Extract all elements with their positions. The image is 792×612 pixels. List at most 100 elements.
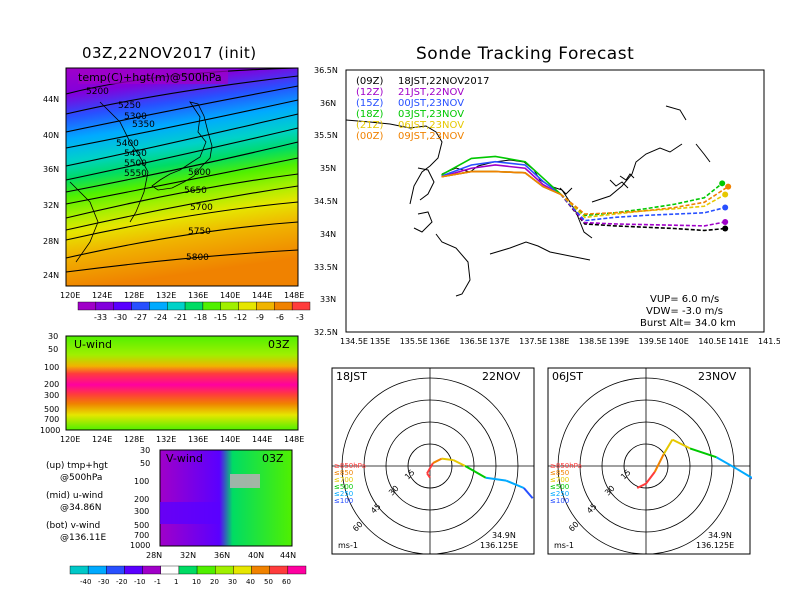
hodo-segment [636, 482, 647, 489]
hodo-level-label: ≤850 [550, 469, 569, 477]
cb-label: 20 [210, 578, 219, 586]
hodo-segment [432, 457, 443, 464]
y-tick: 50 [48, 345, 58, 354]
y-tick: 500 [134, 521, 149, 530]
cb-label: -24 [154, 313, 167, 322]
hodo-segment [453, 459, 466, 467]
uwind-x-ticks: 120E 124E 128E 132E 136E 140E 144E 148E [60, 435, 304, 444]
x-tick: 128E [124, 435, 144, 444]
cb-swatch [202, 301, 221, 311]
cb-swatch [184, 301, 204, 311]
cb-swatch [287, 565, 307, 575]
landing-point [725, 183, 732, 190]
track-line-descent [560, 182, 723, 217]
hodograph-2: 06JST 23NOV ≥850hPa≤850≤700≤500≤250≤100 … [547, 367, 752, 555]
landing-point [722, 191, 729, 198]
y-tick: 36.5N [314, 66, 338, 75]
contour-label-5350: 5350 [132, 120, 155, 130]
y-tick: 34.5N [314, 197, 338, 206]
vwind-colorbar: -40 -30 -20 -10 -1 1 10 20 30 40 50 60 [69, 565, 307, 586]
landing-point [722, 204, 729, 211]
cb-label: -3 [296, 313, 304, 322]
x-tick: 136E [430, 337, 450, 346]
korea-coast [99, 101, 149, 223]
track-series [441, 155, 732, 232]
cb-swatch [215, 565, 234, 575]
cb-swatch [69, 565, 89, 575]
track-line-descent [560, 193, 726, 232]
hodo-segment [689, 447, 717, 459]
hodo1-units: ms-1 [338, 541, 358, 550]
y-tick: 34N [320, 230, 336, 239]
hodo-level-label: ≤500 [334, 483, 353, 491]
x-tick: 135E [370, 337, 390, 346]
x-tick: 44N [280, 551, 296, 560]
hodo-segment [653, 453, 665, 473]
cb-swatch [106, 565, 125, 575]
vwind-y-ticks: 30 50 100 200 300 500 700 1000 [130, 446, 150, 550]
vwind-time: 03Z [262, 452, 284, 465]
y-tick: 700 [44, 415, 59, 424]
hodo-level-label: ≥850hPa [550, 462, 582, 470]
y-tick: 200 [44, 380, 59, 389]
hodo-rings [332, 368, 534, 555]
hodo-level-label: ≤250 [550, 490, 569, 498]
hodo-level-label: ≤850 [334, 469, 353, 477]
x-tick: 36N [214, 551, 230, 560]
hodo2-units: ms-1 [554, 541, 574, 550]
cb-swatch [274, 301, 293, 311]
hodo1-levels: ≥850hPa≤850≤700≤500≤250≤100 [334, 462, 366, 505]
x-tick: 138E [549, 337, 569, 346]
uwind-y-ticks: 30 50 100 200 300 500 700 1000 [40, 332, 60, 435]
contour-label-5300: 5300 [124, 112, 147, 122]
track-x-ticks: 134.5E 135E 135.5E 136E 136.5E 137E 137.5E 138E… [340, 337, 780, 346]
x-tick: 141.5E [758, 337, 780, 346]
right-title: Sonde Tracking Forecast [416, 44, 635, 64]
track-panel: (09Z) 18JST,22NOV2017 (12Z) 21JST,22NOV (15Z… [314, 66, 780, 346]
hodo2-lat: 34.9N [708, 531, 732, 540]
legend-time: 09JST,23NOV [398, 131, 464, 142]
cb-label: -40 [80, 578, 91, 586]
cb-swatch [233, 565, 252, 575]
landing-point [722, 218, 729, 225]
note-up-b: @500hPa [60, 473, 103, 483]
contour-label-5800: 5800 [186, 253, 209, 263]
uwind-panel: U-wind 03Z 30 50 100 200 300 500 700 100… [40, 332, 304, 444]
cb-label: -33 [94, 313, 107, 322]
y-tick: 36N [43, 165, 59, 174]
x-tick: 136E [188, 435, 208, 444]
legend-time: 00JST,23NOV [398, 98, 464, 109]
x-tick: 124E [92, 435, 112, 444]
x-tick: 140.5E [698, 337, 726, 346]
y-tick: 32.5N [314, 328, 338, 337]
hodo2-levels: ≥850hPa≤850≤700≤500≤250≤100 [550, 462, 582, 505]
landing-point [722, 225, 729, 232]
cb-label: -9 [256, 313, 264, 322]
hodo-segment [671, 438, 691, 450]
uwind-label: U-wind [74, 338, 112, 351]
contour-label-5700: 5700 [190, 203, 213, 213]
y-tick: 100 [44, 363, 59, 372]
x-tick: 137E [489, 337, 509, 346]
track-line-ascent [441, 160, 562, 196]
uwind-field [65, 335, 299, 431]
japan-outline [151, 101, 213, 191]
x-tick: 137.5E [519, 337, 547, 346]
cb-label: -30 [114, 313, 127, 322]
cb-label: 60 [282, 578, 291, 586]
cb-swatch [256, 301, 275, 311]
y-tick: 500 [44, 405, 59, 414]
hodo-segment [645, 471, 656, 485]
y-tick: 35.5N [314, 131, 338, 140]
cb-swatch [238, 301, 257, 311]
hodo-level-label: ≤250 [334, 490, 353, 498]
vwind-x-ticks: 28N 32N 36N 40N 44N [146, 551, 296, 560]
x-tick: 144E [252, 291, 272, 300]
hodo-segment [715, 456, 738, 470]
track-line-ascent [441, 170, 562, 196]
x-tick: 140E [220, 291, 240, 300]
x-tick: 124E [92, 291, 112, 300]
cb-swatch [95, 301, 114, 311]
track-line-ascent [441, 164, 562, 196]
cb-swatch [160, 565, 180, 575]
